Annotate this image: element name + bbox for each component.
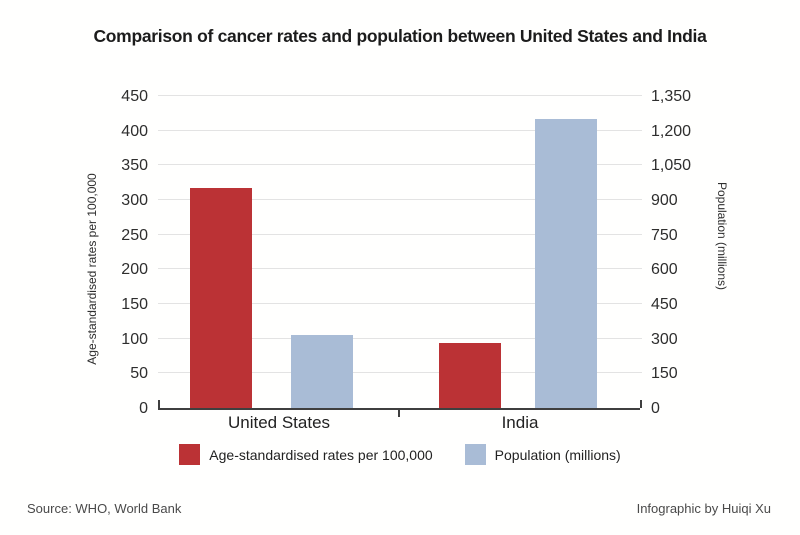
legend-item-population: Population (millions) [464, 444, 621, 465]
category-label-united-states: United States [227, 413, 331, 432]
legend-item-rates: Age-standardised rates per 100,000 [179, 444, 433, 465]
gridline-300 [158, 199, 642, 200]
y-tick-label-250: 250 [121, 226, 148, 244]
y-tick-label-50: 50 [130, 365, 148, 383]
y-axis-left-tick-labels: 450 400 350 300 250 200 150 100 50 0 [40, 88, 148, 417]
y-tick-label-300: 300 [121, 192, 148, 209]
y-tick-label-350: 350 [121, 157, 148, 175]
bar-population-united-states [291, 334, 353, 408]
legend-label-population: Population (millions) [494, 446, 621, 463]
gridline-400 [158, 129, 642, 131]
y-tick-label-600: 600 [651, 261, 678, 279]
bar-rate-india [439, 342, 501, 408]
x-axis-left-endcap [158, 400, 160, 408]
bar-rate-united-states [190, 187, 252, 408]
credit-text: Infographic by Huiqi Xu [636, 501, 771, 516]
y-tick-label-0: 0 [139, 400, 148, 417]
plot-area [158, 95, 642, 417]
legend-swatch-rates-icon [179, 444, 201, 465]
y-axis-right-title: Population (millions) [715, 181, 729, 291]
source-text: Source: WHO, World Bank [27, 501, 182, 516]
legend-label-rates: Age-standardised rates per 100,000 [209, 446, 433, 463]
y-tick-label-400: 400 [121, 122, 148, 140]
y-tick-label-1050: 1,050 [651, 157, 692, 175]
y-tick-label-150: 150 [121, 296, 148, 313]
y-axis-right-tick-labels: 1,350 1,200 1,050 900 750 600 450 300 150 0 [651, 88, 751, 417]
y-tick-label-450: 450 [121, 88, 148, 105]
y-axis-left-title: Age-standardised rates per 100,000 [85, 173, 99, 365]
gridline-150 [158, 303, 642, 304]
y-tick-label-100: 100 [121, 330, 148, 348]
y-tick-label-300: 300 [651, 330, 678, 348]
legend-swatch-population-icon [464, 444, 486, 465]
y-tick-label-450: 450 [651, 296, 678, 313]
gridline-50 [158, 372, 642, 374]
y-tick-label-900: 900 [651, 192, 678, 209]
legend: Age-standardised rates per 100,000 Popul… [0, 444, 800, 465]
y-tick-label-750: 750 [651, 226, 678, 244]
gridline-250 [158, 233, 642, 235]
bar-population-india [535, 118, 597, 408]
y-tick-label-0: 0 [651, 400, 660, 417]
category-label-india: India [501, 413, 539, 432]
gridline-350 [158, 164, 642, 166]
x-axis-right-endcap [640, 400, 642, 408]
y-tick-label-1350: 1,350 [651, 88, 692, 105]
chart-title: Comparison of cancer rates and populatio… [93, 26, 707, 46]
gridline-200 [158, 268, 642, 270]
gridline-450 [158, 95, 642, 96]
gridline-100 [158, 337, 642, 339]
y-tick-label-200: 200 [121, 261, 148, 279]
y-tick-label-1200: 1,200 [651, 122, 692, 140]
x-axis-middle-tick [398, 409, 400, 417]
y-tick-label-150: 150 [651, 365, 678, 383]
